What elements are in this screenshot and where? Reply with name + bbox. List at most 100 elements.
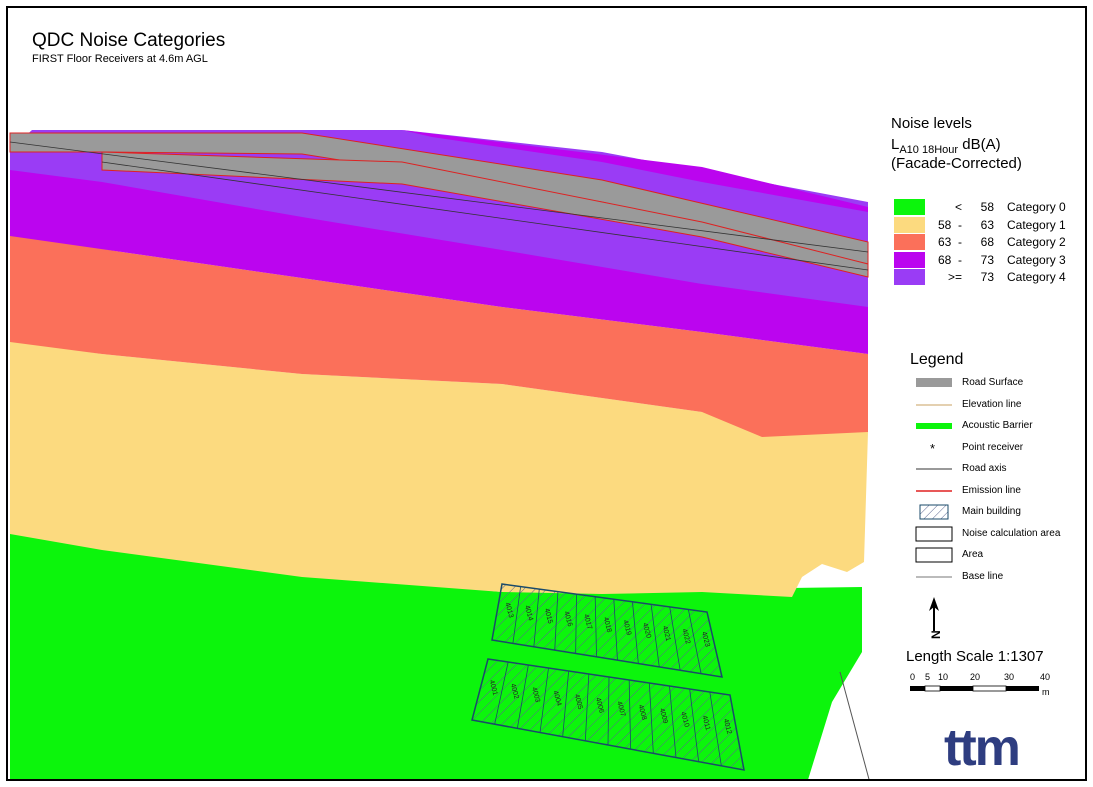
scale-tick-label: 5 <box>925 672 931 682</box>
noise-band-category: Category 4 <box>1007 270 1066 284</box>
scale-title: Length Scale 1:1307 <box>906 648 1044 665</box>
road-axis-icon <box>916 468 952 470</box>
legend-item-label: Road axis <box>962 463 1007 474</box>
receiver-label: 4001 <box>487 679 498 696</box>
noise-band-lower: 63 - <box>937 235 962 249</box>
noise-band-lower: 58 - <box>937 217 962 232</box>
building-division <box>613 599 618 661</box>
legend-item-label: Main building <box>962 506 1021 517</box>
building-division <box>669 606 681 671</box>
building-division <box>533 589 540 647</box>
noise-band-swatch <box>894 199 925 215</box>
zone-category-3-strip <box>402 130 868 212</box>
receiver-label: 4010 <box>679 711 690 728</box>
noise-band-upper: 63 <box>980 217 994 232</box>
scale-tick-label: 30 <box>1004 672 1015 682</box>
building-division <box>516 664 529 729</box>
building-division <box>494 661 509 725</box>
noise-band-lower: 68 - <box>937 252 962 267</box>
noise-band-swatch <box>894 251 925 268</box>
building-division <box>594 596 597 657</box>
scale-tick-label: 40 <box>1040 672 1051 682</box>
map-title: QDC Noise Categories <box>32 30 226 51</box>
map-subtitle: FIRST Floor Receivers at 4.6m AGL <box>32 53 208 65</box>
receiver-label: 4005 <box>573 693 584 710</box>
zone-category-2 <box>10 234 868 437</box>
receiver-label: 4015 <box>543 608 554 625</box>
receiver-label: 4011 <box>700 715 711 731</box>
noise-band-category: Category 0 <box>1007 200 1066 214</box>
building-division <box>632 601 639 664</box>
svg-text:N: N <box>929 630 943 639</box>
legend-item-label: Acoustic Barrier <box>962 420 1033 431</box>
road-axis <box>9 141 869 253</box>
scale-tick-label: 20 <box>970 672 981 682</box>
receiver-label: 4022 <box>680 628 691 645</box>
north-arrow-icon: N <box>929 597 943 639</box>
noise-band-category: Category 1 <box>1007 217 1066 232</box>
building-division <box>607 676 610 746</box>
base-line-icon <box>916 576 952 577</box>
building-division <box>648 682 654 754</box>
noise-band-upper: 58 <box>980 200 994 214</box>
building-division <box>669 685 677 758</box>
receiver-label: 4008 <box>637 704 648 721</box>
building-division <box>554 591 559 651</box>
road-surface-icon <box>916 378 952 387</box>
scale-tick-label: 10 <box>938 672 949 682</box>
noise-band-swatch <box>894 234 925 250</box>
receiver-label: 4009 <box>658 708 669 725</box>
receiver-label: 4002 <box>509 683 520 700</box>
receiver-label: 4014 <box>523 605 534 622</box>
legend-item-label: Emission line <box>962 484 1021 496</box>
noise-band-category: Category 3 <box>1007 252 1066 267</box>
noise-levels-unit: LA10 18Hour dB(A) <box>891 136 1001 156</box>
noise-band-lower: < <box>954 200 962 214</box>
noise-band-upper: 73 <box>980 252 994 267</box>
building-division <box>584 673 590 741</box>
noise-band-swatch <box>894 216 925 233</box>
road-surface <box>101 151 869 278</box>
emission-line-icon <box>916 489 952 492</box>
main-building-upper <box>491 583 723 678</box>
zone-category-1 <box>10 340 868 597</box>
receiver-label: 4006 <box>594 697 605 714</box>
legend-title: Legend <box>910 351 964 368</box>
receiver-label: 4003 <box>530 686 541 703</box>
ttm-logo: ttm <box>944 719 1021 777</box>
noise-band-lower: >= <box>947 270 962 284</box>
legend-item-label: Road Surface <box>962 377 1024 388</box>
receiver-label: 4023 <box>700 631 711 648</box>
area-icon <box>915 547 953 563</box>
point-receiver-icon: * <box>930 441 935 456</box>
noise-band-swatch <box>894 269 925 285</box>
legend-item-label: Area <box>962 549 984 560</box>
building-division <box>709 691 722 766</box>
noise-band-upper: 68 <box>980 235 994 249</box>
receiver-label: 4004 <box>551 690 562 707</box>
receiver-label: 4021 <box>661 625 672 642</box>
building-division <box>687 609 702 674</box>
building-division <box>689 688 700 762</box>
noise-band-upper: 73 <box>980 270 994 284</box>
unit-tail: dB(A) <box>962 136 1001 153</box>
legend-item-label: Elevation line <box>962 398 1022 410</box>
scale-tick-label: 0 <box>910 672 916 682</box>
receiver-label: 4007 <box>615 701 626 718</box>
acoustic-barrier-icon <box>916 423 952 429</box>
base-line <box>839 671 870 779</box>
noise-levels-title: Noise levels <box>891 115 972 132</box>
building-division <box>628 679 632 750</box>
building-division <box>562 670 570 737</box>
noise-area-icon <box>915 526 953 541</box>
main-building-icon <box>919 504 949 520</box>
map-frame: 4013 4014 4015 4016 4017 4018 4019 4020 4021 4022… <box>6 6 1087 781</box>
svg-text:*: * <box>930 441 935 456</box>
building-division <box>539 667 549 733</box>
noise-map: 4013 4014 4015 4016 4017 4018 4019 4020 4021 4022… <box>9 130 870 779</box>
building-division <box>650 604 660 667</box>
receiver-label: 4013 <box>503 602 514 619</box>
receiver-label: 4020 <box>641 622 652 639</box>
receiver-label: 4016 <box>562 611 573 628</box>
receiver-label: 4012 <box>722 718 733 735</box>
